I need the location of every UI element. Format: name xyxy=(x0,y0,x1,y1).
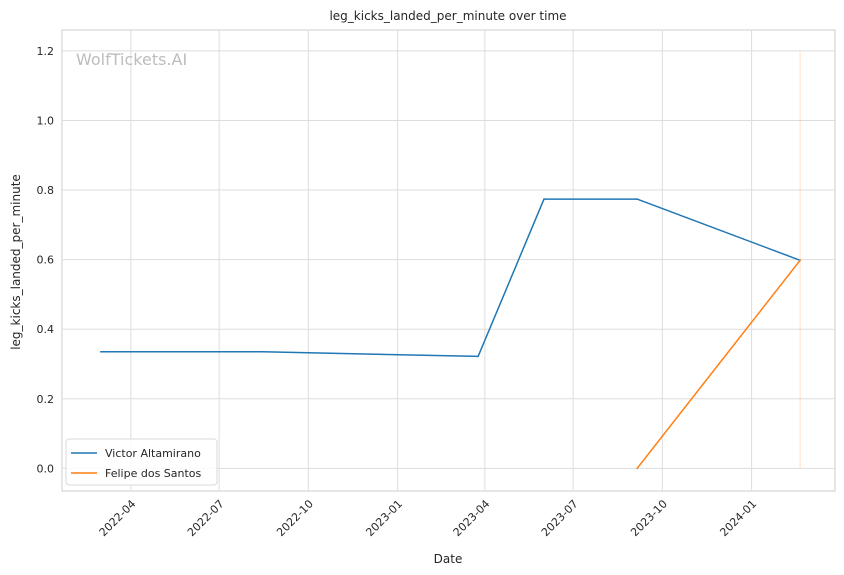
legend: Victor Altamirano Felipe dos Santos xyxy=(65,438,218,486)
series-line-victor-altamirano xyxy=(100,198,801,358)
series-line-felipe-dos-santos xyxy=(636,259,801,469)
data-point-victor-altamirano xyxy=(477,355,479,358)
data-point-felipe-dos-santos xyxy=(636,467,638,470)
data-point-victor-altamirano xyxy=(261,351,264,353)
x-tick-label: 2023-10 xyxy=(628,497,670,539)
x-tick-label: 2024-01 xyxy=(717,497,759,539)
data-point-felipe-dos-santos xyxy=(799,259,801,262)
x-tick-label: 2023-04 xyxy=(451,497,493,539)
watermark: WolfTickets.AI xyxy=(76,50,187,69)
legend-label-felipe-dos-santos: Felipe dos Santos xyxy=(105,467,202,480)
x-tick-label: 2023-07 xyxy=(539,497,581,539)
data-point-victor-altamirano xyxy=(543,198,545,200)
y-tick-label: 1.0 xyxy=(37,114,55,127)
x-tick-label: 2022-10 xyxy=(274,497,316,539)
x-axis-label: Date xyxy=(434,552,463,566)
data-point-victor-altamirano xyxy=(636,198,638,200)
grid xyxy=(62,30,835,491)
plot-area xyxy=(61,29,836,492)
chart-title: leg_kicks_landed_per_minute over time xyxy=(329,9,566,23)
legend-label-victor-altamirano: Victor Altamirano xyxy=(105,447,201,460)
y-tick-label: 0.2 xyxy=(37,393,55,406)
y-tick-label: 0.6 xyxy=(37,254,55,267)
y-tick-labels: 0.0 0.2 0.4 0.6 0.8 1.0 1.2 xyxy=(37,45,55,476)
x-tick-label: 2022-04 xyxy=(97,497,139,539)
x-tick-label: 2023-01 xyxy=(363,497,405,539)
y-tick-label: 0.0 xyxy=(37,462,55,475)
series-layer xyxy=(99,198,801,470)
y-axis-label: leg_kicks_landed_per_minute xyxy=(9,174,23,350)
y-tick-label: 0.8 xyxy=(37,184,55,197)
y-tick-label: 0.4 xyxy=(37,323,55,336)
x-tick-labels: 2022-04 2022-07 2022-10 2023-01 2023-04 2023-… xyxy=(97,497,759,539)
x-tick-label: 2022-07 xyxy=(185,497,227,539)
data-point-victor-altamirano xyxy=(99,351,102,353)
y-tick-label: 1.2 xyxy=(37,45,55,58)
legend-box xyxy=(65,438,218,486)
